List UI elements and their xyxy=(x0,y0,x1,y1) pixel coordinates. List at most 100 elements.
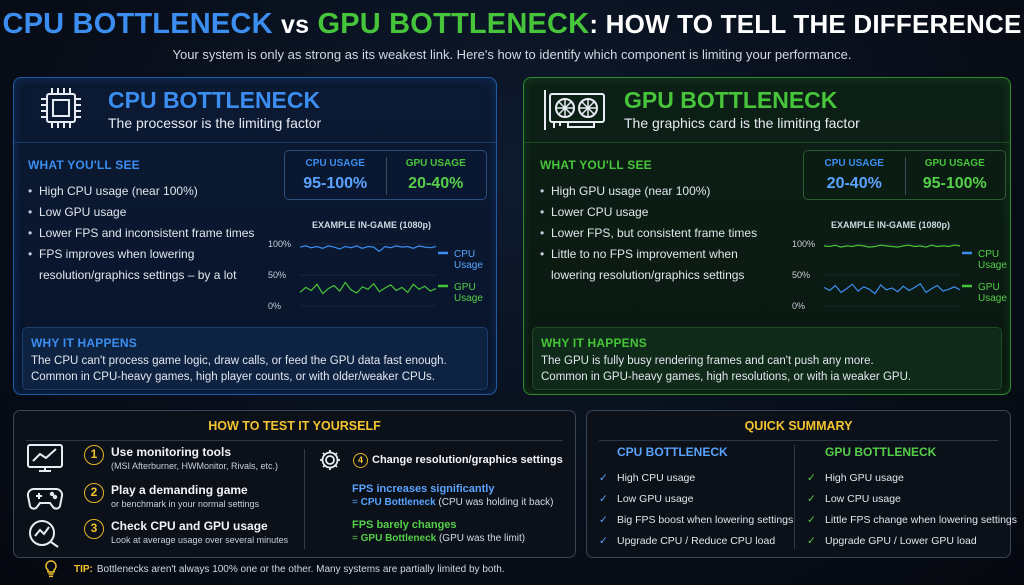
result-heading: FPS increases significantly xyxy=(352,483,495,495)
list-item: Lower CPU usage xyxy=(540,202,770,223)
y-tick-label: 0% xyxy=(268,301,282,311)
step-title: Change resolution/graphics settings xyxy=(372,454,563,466)
list-item: ✓ High CPU usage xyxy=(589,468,789,489)
divider xyxy=(794,445,795,549)
usage-summary: CPU USAGE 20-40% GPU USAGE 95-100% xyxy=(803,150,1006,200)
how-to-test-box: HOW TO TEST IT YOURSELF 1 Use monitoring… xyxy=(13,410,576,558)
check-icon: ✓ xyxy=(599,493,608,505)
step-number: 3 xyxy=(84,519,104,539)
summary-item-text: Little FPS change when lowering settings xyxy=(825,514,1018,526)
gamepad-icon xyxy=(26,481,64,513)
summary-item-text: Upgrade GPU / Lower GPU load xyxy=(825,535,977,547)
list-item: FPS improves when lowering resolution/gr… xyxy=(28,244,258,286)
cpu-panel-subtitle: The processor is the limiting factor xyxy=(108,115,322,131)
result-prefix: = xyxy=(352,497,361,508)
y-tick-label: 50% xyxy=(268,270,287,280)
result-heading: FPS barely changes xyxy=(352,519,457,531)
summary-cpu-list: ✓ High CPU usage ✓ Low GPU usage ✓ Big FPS … xyxy=(589,468,793,552)
series-line-cpu-usage xyxy=(299,245,437,253)
gpu-usage-value: 95-100% xyxy=(922,175,987,192)
tip-label: TIP: xyxy=(74,564,93,575)
legend-gpu-usage: GPU Usage xyxy=(978,282,1007,304)
check-icon: ✓ xyxy=(807,535,816,547)
series-line-gpu-usage xyxy=(823,244,961,248)
list-item: High GPU usage (near 100%) xyxy=(540,181,770,202)
usage-summary: CPU USAGE 95-100% GPU USAGE 20-40% xyxy=(284,150,487,200)
why-it-happens-box: WHY IT HAPPENS The GPU is fully busy ren… xyxy=(532,327,1002,390)
step-number: 1 xyxy=(84,445,104,465)
list-item: ✓ Big FPS boost when lowering settings xyxy=(589,510,793,531)
legend-cpu-usage: CPU Usage xyxy=(454,249,483,271)
symptom-list: High CPU usage (near 100%) Low GPU usage… xyxy=(28,181,258,286)
check-icon: ✓ xyxy=(599,535,608,547)
result-prefix: = xyxy=(352,533,361,544)
check-icon: ✓ xyxy=(807,493,816,505)
step-description: Look at average usage over several minut… xyxy=(111,535,289,545)
list-item: ✓ High GPU usage xyxy=(797,468,997,489)
result-reason: (GPU was the limit) xyxy=(436,533,526,544)
result-detail: = CPU Bottleneck (CPU was holding it bac… xyxy=(352,497,553,508)
summary-gpu-column: GPU BOTTLENECK ✓ High GPU usage ✓ Low CPU … xyxy=(797,445,1017,552)
divider xyxy=(26,440,563,441)
why-text: The CPU can't process game logic, draw c… xyxy=(31,353,447,385)
step-number: 2 xyxy=(84,483,104,503)
check-icon: ✓ xyxy=(599,514,608,526)
cpu-bottleneck-panel: CPU BOTTLENECK The processor is the limi… xyxy=(13,77,497,395)
list-item: ✓ Low CPU usage xyxy=(797,489,997,510)
test-step-3: 3 Check CPU and GPU usage Look at averag… xyxy=(26,517,296,551)
summary-gpu-heading: GPU BOTTLENECK xyxy=(825,445,937,459)
test-step-4: 4 Change resolution/graphics settings xyxy=(316,447,566,473)
list-item: Low GPU usage xyxy=(28,202,258,223)
lightbulb-icon xyxy=(44,560,58,578)
y-tick-label: 50% xyxy=(792,270,811,280)
series-line-gpu-usage xyxy=(299,281,437,295)
example-label: EXAMPLE IN-GAME (1080p) xyxy=(312,220,432,230)
gauge-icon xyxy=(26,517,64,549)
result-gpu: FPS barely changes = GPU Bottleneck (GPU… xyxy=(352,519,525,544)
step-description: (MSI Afterburner, HWMonitor, Rivals, etc… xyxy=(111,461,279,471)
cpu-usage-label: CPU USAGE xyxy=(824,158,884,169)
divider xyxy=(524,142,1010,143)
why-it-happens-label: WHY IT HAPPENS xyxy=(541,336,647,350)
why-it-happens-label: WHY IT HAPPENS xyxy=(31,336,137,350)
cpu-usage-value: 20-40% xyxy=(826,175,882,192)
list-item: ✓ Upgrade GPU / Lower GPU load xyxy=(797,531,997,552)
list-item: High CPU usage (near 100%) xyxy=(28,181,258,202)
check-icon: ✓ xyxy=(599,472,608,484)
summary-item-text: Upgrade CPU / Reduce CPU load xyxy=(617,535,776,547)
usage-chart: 100% 50% 0% CPU Usage GPU Usage xyxy=(268,236,483,318)
summary-gpu-list: ✓ High GPU usage ✓ Low CPU usage ✓ Little F… xyxy=(797,468,1017,552)
list-item: ✓ Low GPU usage xyxy=(589,489,789,510)
tip-text: Bottlenecks aren't always 100% one or th… xyxy=(96,564,505,575)
summary-cpu-column: CPU BOTTLENECK ✓ High CPU usage ✓ Low GPU … xyxy=(589,445,793,552)
quick-summary-title: QUICK SUMMARY xyxy=(744,419,853,433)
chart-svg xyxy=(823,243,972,307)
result-conclusion: CPU Bottleneck xyxy=(360,497,436,508)
y-tick-label: 100% xyxy=(792,239,816,249)
summary-item-text: High CPU usage xyxy=(617,472,696,484)
gpu-panel-title: GPU BOTTLENECK xyxy=(624,87,838,113)
what-youll-see-label: WHAT YOU'LL SEE xyxy=(540,158,652,172)
why-line: The GPU is fully busy rendering frames a… xyxy=(541,355,874,367)
step-title: Use monitoring tools xyxy=(111,445,231,459)
summary-item-text: High GPU usage xyxy=(825,472,904,484)
legend-cpu-usage: CPU Usage xyxy=(978,249,1007,271)
cpu-panel-title: CPU BOTTLENECK xyxy=(108,87,321,113)
result-detail: = GPU Bottleneck (GPU was the limit) xyxy=(352,533,525,544)
quick-summary-box: QUICK SUMMARY CPU BOTTLENECK ✓ High CPU u… xyxy=(586,410,1017,558)
list-item: ✓ Little FPS change when lowering setting… xyxy=(797,510,1017,531)
why-text: The GPU is fully busy rendering frames a… xyxy=(541,353,911,385)
why-line: Common in CPU-heavy games, high player c… xyxy=(31,371,435,383)
gpu-usage-value: 20-40% xyxy=(408,175,464,192)
summary-item-text: Low GPU usage xyxy=(617,493,694,505)
step-title: Check CPU and GPU usage xyxy=(111,519,268,533)
gpu-panel-subtitle: The graphics card is the limiting factor xyxy=(624,115,860,131)
monitor-graph-icon xyxy=(26,443,64,475)
result-conclusion: GPU Bottleneck xyxy=(360,533,437,544)
step-number: 4 xyxy=(353,453,368,468)
title-gpu: GPU BOTTLENECK xyxy=(317,8,590,40)
list-item: ✓ Upgrade CPU / Reduce CPU load xyxy=(589,531,789,552)
check-icon: ✓ xyxy=(807,472,816,484)
usage-chart: 100% 50% 0% CPU Usage GPU Usage xyxy=(792,236,1007,318)
y-tick-label: 0% xyxy=(792,301,806,311)
